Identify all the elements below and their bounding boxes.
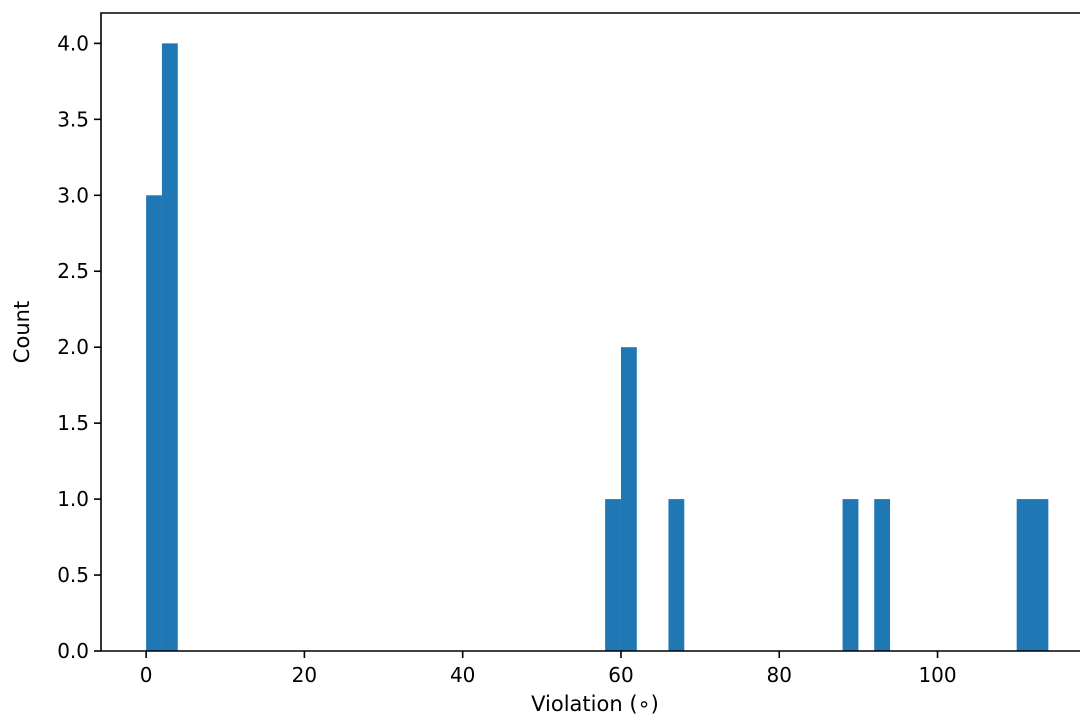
histogram-bar-7 (1016, 499, 1033, 651)
y-axis-label: Count (10, 301, 34, 363)
y-tick-label: 4.0 (57, 31, 89, 55)
y-tick-label: 2.0 (57, 335, 89, 359)
histogram-bar-4 (668, 499, 685, 651)
x-tick-label: 20 (292, 663, 317, 687)
x-tick-label: 60 (608, 663, 633, 687)
y-axis-ticks: 0.0 0.5 1.0 1.5 2.0 2.5 3.0 3.5 4.0 (57, 31, 101, 663)
x-tick-label: 0 (140, 663, 153, 687)
histogram-bar-8 (1032, 499, 1049, 651)
axis-frame (100, 12, 1080, 652)
y-tick-label: 3.0 (57, 183, 89, 207)
bars-group (146, 43, 1049, 652)
histogram-bar-3 (620, 347, 637, 651)
y-tick-label: 0.5 (57, 563, 89, 587)
y-tick-label: 1.0 (57, 487, 89, 511)
histogram-bar-1 (161, 43, 178, 651)
y-tick-label: 3.5 (57, 107, 89, 131)
y-tick-label: 2.5 (57, 259, 89, 283)
x-tick-label: 100 (918, 663, 956, 687)
histogram-bar-2 (605, 499, 621, 651)
x-axis-ticks: 0 20 40 60 80 100 (140, 651, 957, 687)
y-tick-label: 1.5 (57, 411, 89, 435)
histogram-bar-5 (842, 499, 859, 651)
x-tick-label: 80 (767, 663, 792, 687)
histogram-bar-0 (146, 195, 162, 652)
y-tick-label: 0.0 (57, 639, 89, 663)
x-axis-label: Violation (∘) (531, 692, 659, 715)
x-tick-label: 40 (450, 663, 475, 687)
histogram-bar-6 (874, 499, 891, 651)
